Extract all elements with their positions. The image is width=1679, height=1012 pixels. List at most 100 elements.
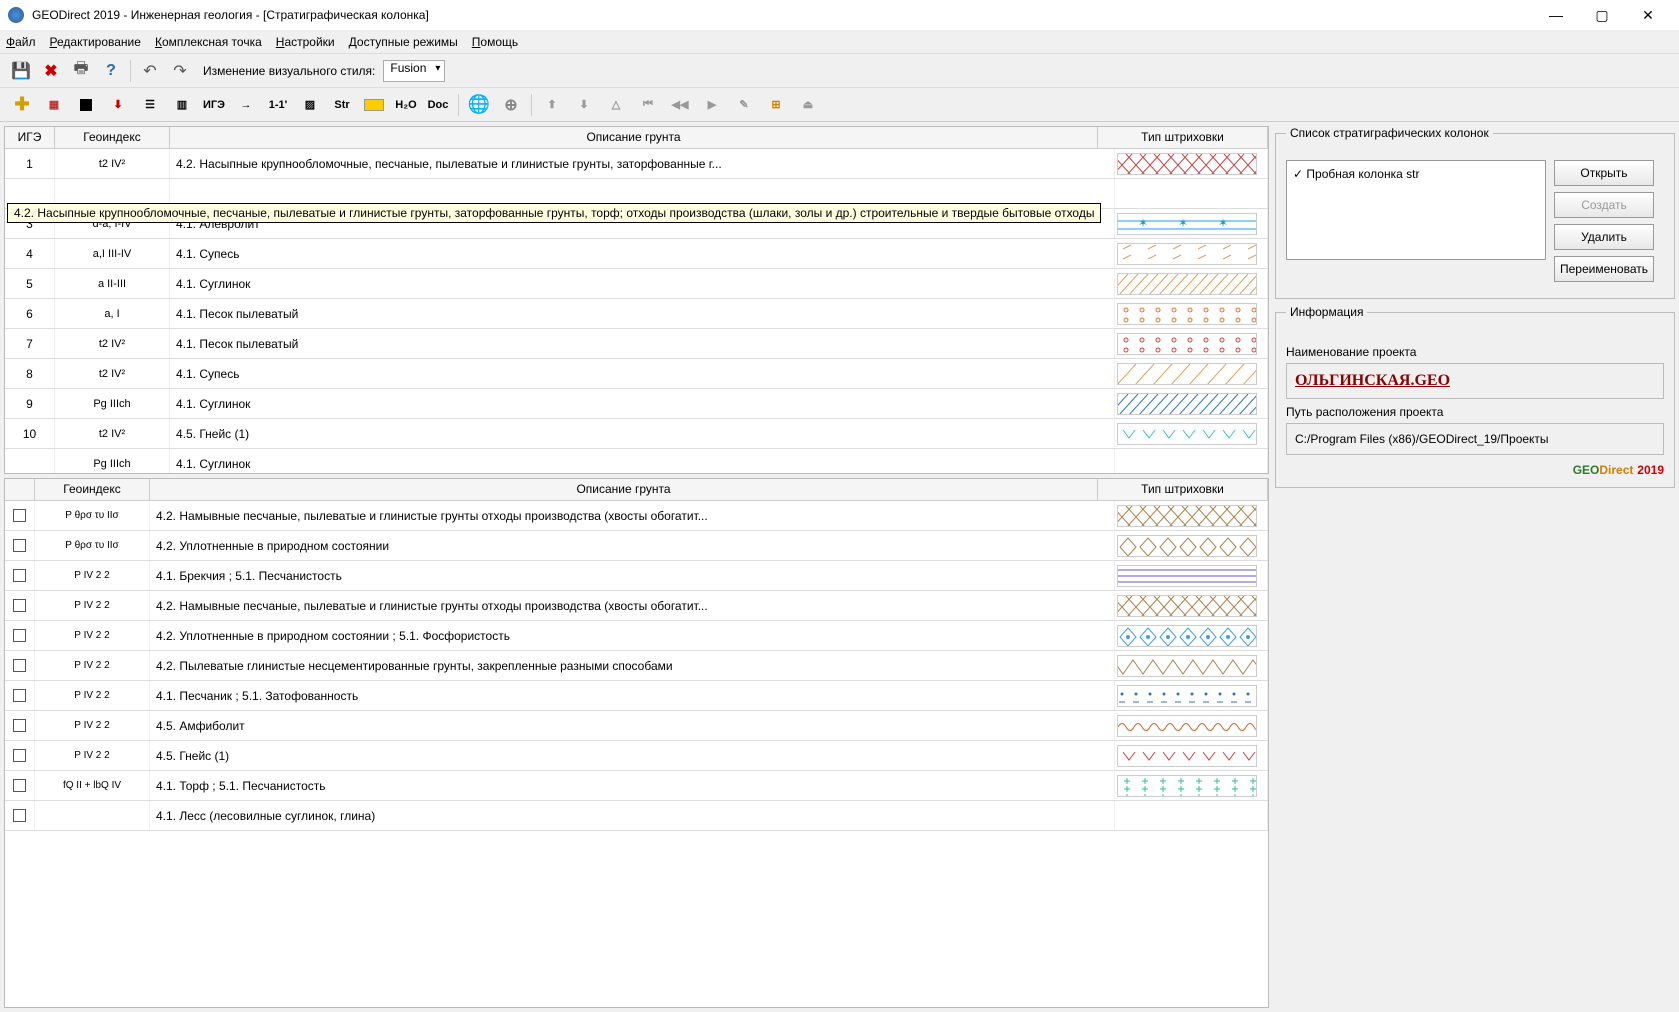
tool-first-icon[interactable]: ⏮ [636,93,660,117]
th-ige[interactable]: ИГЭ [5,127,55,148]
tool-str[interactable]: Str [330,93,354,117]
cell-desc: 4.5. Амфиболит [150,711,1115,740]
cell-checkbox[interactable] [5,561,35,590]
open-button[interactable]: Открыть [1554,160,1654,186]
menu-modes[interactable]: Доступные режимы [349,35,458,49]
cell-checkbox[interactable] [5,591,35,620]
table-row[interactable]: Pg IIIch 4.1. Суглинок [5,449,1268,473]
style-select[interactable]: Fusion [383,60,445,82]
th-geo[interactable]: Геоиндекс [55,127,170,148]
tool-down-arrow-icon[interactable]: ⬇ [572,93,596,117]
bottom-table-body[interactable]: P θρσ τυ ΙΙσ 4.2. Намывные песчаные, пыл… [5,501,1268,1007]
table-row[interactable]: P IV 2 2 4.1. Брекчия ; 5.1. Песчанистос… [5,561,1268,591]
table-row[interactable]: 8 t2 IV² 4.1. Супесь [5,359,1268,389]
cell-checkbox[interactable] [5,801,35,830]
svg-text:✶: ✶ [1138,216,1148,230]
th-hatch[interactable]: Тип штриховки [1098,127,1268,148]
cell-hatch [1115,149,1268,178]
cell-ige: 4 [5,239,55,268]
cell-checkbox[interactable] [5,651,35,680]
redo-icon[interactable]: ↷ [169,60,191,82]
close-button[interactable]: ✕ [1625,0,1671,30]
info-group: Информация Наименование проекта ОЛЬГИНСК… [1275,305,1675,488]
table-row[interactable]: P IV 2 2 4.1. Песчаник ; 5.1. Затофованн… [5,681,1268,711]
table-row[interactable]: P θρσ τυ ΙΙσ 4.2. Уплотненные в природно… [5,531,1268,561]
table-row[interactable]: P IV 2 2 4.2. Пылеватые глинистые несцем… [5,651,1268,681]
menubar: Файл Редактирование Комплексная точка На… [0,30,1679,54]
tool-doc[interactable]: Doc [426,93,450,117]
tool-1-1[interactable]: 1-1' [266,93,290,117]
tool-play-icon[interactable]: ▶ [700,93,724,117]
menu-help[interactable]: Помощь [472,35,518,49]
list-item[interactable]: ✓ Пробная колонка str [1291,165,1541,183]
tool-add-icon[interactable]: ✚ [10,93,34,117]
tool-grid-icon[interactable]: ▦ [42,93,66,117]
info-group-title: Информация [1286,305,1367,319]
cell-checkbox[interactable] [5,501,35,530]
th-geo2[interactable]: Геоиндекс [35,479,150,500]
cell-checkbox[interactable] [5,621,35,650]
table-row[interactable]: P IV 2 2 4.2. Намывные песчаные, пылеват… [5,591,1268,621]
th-desc[interactable]: Описание грунта [170,127,1098,148]
table-row[interactable]: fQ II + lbQ IV 4.1. Торф ; 5.1. Песчанис… [5,771,1268,801]
cell-hatch [1115,771,1268,800]
columns-listbox[interactable]: ✓ Пробная колонка str [1286,160,1546,260]
rename-button[interactable]: Переименовать [1554,256,1654,282]
menu-edit[interactable]: Редактирование [50,35,141,49]
tool-crop-icon[interactable]: ⊞ [764,93,788,117]
print-icon[interactable]: 🖶 [70,60,92,82]
table-row[interactable]: 1 t2 IV² 4.2. Насыпные крупнообломочные,… [5,149,1268,179]
delete-icon[interactable]: ✖ [40,60,62,82]
table-row[interactable]: P θρσ τυ ΙΙσ 4.2. Намывные песчаные, пыл… [5,501,1268,531]
th-hatch2[interactable]: Тип штриховки [1098,479,1268,500]
tool-ige[interactable]: ИГЭ [202,93,226,117]
create-button[interactable]: Создать [1554,192,1654,218]
table-row[interactable]: P IV 2 2 4.5. Амфиболит [5,711,1268,741]
table-row[interactable]: P IV 2 2 4.2. Уплотненные в природном со… [5,621,1268,651]
tool-chart-icon[interactable]: ▥ [170,93,194,117]
help-icon[interactable]: ? [100,60,122,82]
table-row[interactable]: 9 Pg IIIch 4.1. Суглинок [5,389,1268,419]
right-sidebar: Список стратиграфических колонок ✓ Пробн… [1275,126,1675,1008]
tool-ruler-icon[interactable] [364,99,384,111]
cell-checkbox[interactable] [5,531,35,560]
cell-checkbox[interactable] [5,681,35,710]
tool-down-icon[interactable]: ⬇ [106,93,130,117]
minimize-button[interactable]: ― [1533,0,1579,30]
path-label: Путь расположения проекта [1286,405,1664,419]
tool-square-icon[interactable] [80,99,92,111]
tool-compass-icon[interactable]: ⊕ [499,93,523,117]
table-row[interactable]: P IV 2 2 4.5. Гнейс (1) [5,741,1268,771]
table-row[interactable]: 10 t2 IV² 4.5. Гнейс (1) [5,419,1268,449]
table-row[interactable]: 7 t2 IV² 4.1. Песок пылеватый [5,329,1268,359]
tool-hatch-icon[interactable]: ▨ [298,93,322,117]
th-desc2[interactable]: Описание грунта [150,479,1098,500]
menu-file[interactable]: Файл [6,35,36,49]
cell-checkbox[interactable] [5,711,35,740]
undo-icon[interactable]: ↶ [139,60,161,82]
menu-settings[interactable]: Настройки [276,35,335,49]
cell-geo: fQ II + lbQ IV [35,771,150,800]
tool-tri-icon[interactable]: △ [604,93,628,117]
tool-pencil-icon[interactable]: ✎ [732,93,756,117]
table-row[interactable]: 4 a,I III-IV 4.1. Супесь [5,239,1268,269]
tool-eject-icon[interactable]: ⏏ [796,93,820,117]
tool-list-icon[interactable]: ☰ [138,93,162,117]
table-row[interactable]: 4.1. Лесс (лесовилные суглинок, глина) [5,801,1268,831]
table-row[interactable]: 6 a, I 4.1. Песок пылеватый [5,299,1268,329]
tool-globe-icon[interactable]: 🌐 [467,93,491,117]
table-row[interactable]: 5 a II-III 4.1. Суглинок [5,269,1268,299]
save-icon[interactable]: 💾 [10,60,32,82]
maximize-button[interactable]: ▢ [1579,0,1625,30]
cell-hatch [1115,561,1268,590]
cell-checkbox[interactable] [5,741,35,770]
tool-prev-icon[interactable]: ◀◀ [668,93,692,117]
cell-hatch [1115,329,1268,358]
tool-h2o[interactable]: H₂O [394,93,418,117]
tool-up-arrow-icon[interactable]: ⬆ [540,93,564,117]
delete-button[interactable]: Удалить [1554,224,1654,250]
top-table-body[interactable]: 4.2. Насыпные крупнообломочные, песчаные… [5,149,1268,473]
tool-arrow-icon[interactable]: → [234,93,258,117]
cell-checkbox[interactable] [5,771,35,800]
menu-complex[interactable]: Комплексная точка [155,35,262,49]
